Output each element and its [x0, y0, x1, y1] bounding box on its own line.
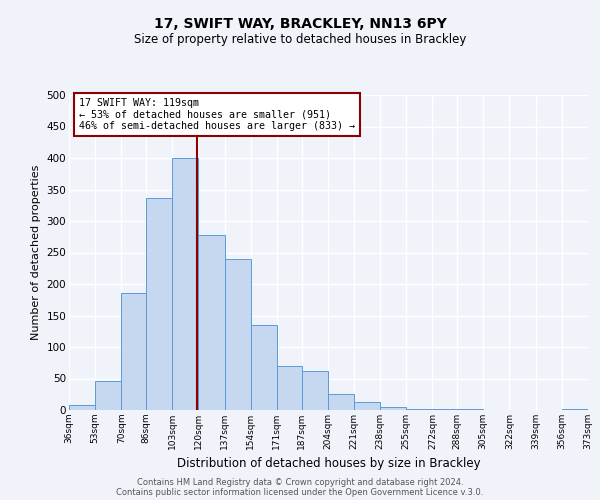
- Text: 17, SWIFT WAY, BRACKLEY, NN13 6PY: 17, SWIFT WAY, BRACKLEY, NN13 6PY: [154, 18, 446, 32]
- Bar: [277, 366, 302, 410]
- Bar: [146, 198, 172, 410]
- X-axis label: Distribution of detached houses by size in Brackley: Distribution of detached houses by size …: [176, 458, 481, 470]
- Y-axis label: Number of detached properties: Number of detached properties: [31, 165, 41, 340]
- Bar: [199, 236, 224, 410]
- Bar: [380, 407, 406, 410]
- Text: 17 SWIFT WAY: 119sqm
← 53% of detached houses are smaller (951)
46% of semi-deta: 17 SWIFT WAY: 119sqm ← 53% of detached h…: [79, 98, 355, 132]
- Bar: [251, 325, 277, 410]
- Bar: [121, 294, 146, 410]
- Bar: [562, 408, 588, 410]
- Bar: [302, 371, 328, 410]
- Bar: [172, 158, 199, 410]
- Text: Size of property relative to detached houses in Brackley: Size of property relative to detached ho…: [134, 32, 466, 46]
- Bar: [224, 259, 251, 410]
- Text: Contains public sector information licensed under the Open Government Licence v.: Contains public sector information licen…: [116, 488, 484, 497]
- Bar: [95, 381, 121, 410]
- Text: Contains HM Land Registry data © Crown copyright and database right 2024.: Contains HM Land Registry data © Crown c…: [137, 478, 463, 487]
- Bar: [69, 405, 95, 410]
- Bar: [328, 394, 354, 410]
- Bar: [354, 402, 380, 410]
